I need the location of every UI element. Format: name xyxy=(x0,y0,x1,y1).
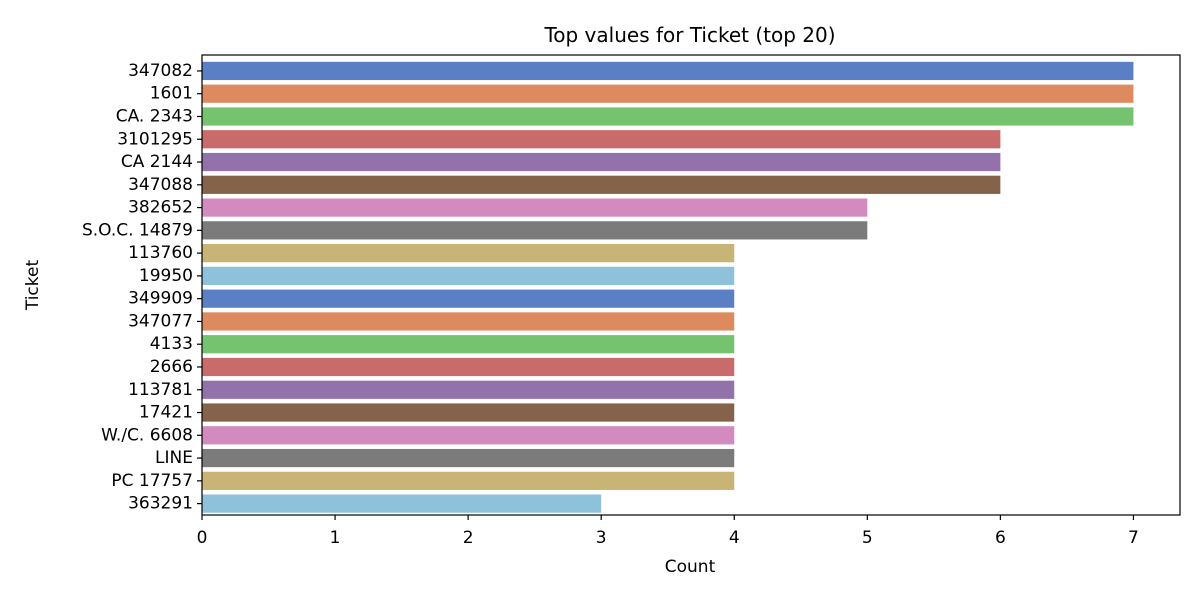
y-tick-label-17: LINE xyxy=(155,448,193,468)
bar-12 xyxy=(202,335,735,354)
bar-6 xyxy=(202,198,868,217)
y-tick-label-13: 2666 xyxy=(150,357,193,377)
x-tick-label-2: 2 xyxy=(463,528,474,548)
bar-17 xyxy=(202,448,735,468)
y-tick-label-10: 349909 xyxy=(128,289,193,309)
y-tick-label-3: 3101295 xyxy=(117,129,193,149)
bar-9 xyxy=(202,266,735,285)
x-tick-label-0: 0 xyxy=(197,528,208,548)
y-tick-label-9: 19950 xyxy=(139,266,193,286)
x-ticks: 0 1 2 3 4 5 6 7 xyxy=(197,515,1139,548)
bar-13 xyxy=(202,357,735,377)
bar-15 xyxy=(202,403,735,422)
bars-group xyxy=(202,61,1134,513)
y-tick-label-2: CA. 2343 xyxy=(116,106,193,126)
bar-8 xyxy=(202,244,735,263)
x-tick-label-4: 4 xyxy=(729,528,740,548)
y-tick-label-14: 113781 xyxy=(128,380,193,400)
bar-7 xyxy=(202,221,868,240)
bar-11 xyxy=(202,312,735,331)
y-tick-label-18: PC 17757 xyxy=(111,471,193,491)
chart-title: Top values for Ticket (top 20) xyxy=(543,23,835,47)
bar-3 xyxy=(202,130,1001,149)
bar-1 xyxy=(202,84,1134,103)
y-tick-label-5: 347088 xyxy=(128,175,193,195)
y-tick-label-8: 113760 xyxy=(128,243,193,263)
x-axis-label: Count xyxy=(665,557,716,577)
bar-14 xyxy=(202,380,735,399)
bar-0 xyxy=(202,61,1134,81)
bar-10 xyxy=(202,289,735,308)
x-tick-label-1: 1 xyxy=(330,528,341,548)
bar-5 xyxy=(202,175,1001,194)
bar-4 xyxy=(202,152,1001,172)
bar-2 xyxy=(202,107,1134,126)
bar-19 xyxy=(202,494,602,513)
x-tick-label-5: 5 xyxy=(862,528,873,548)
plot-frame xyxy=(201,54,1181,516)
y-tick-label-16: W./C. 6608 xyxy=(101,425,193,445)
y-tick-label-11: 347077 xyxy=(128,311,193,331)
y-tick-label-12: 4133 xyxy=(150,334,193,354)
x-tick-label-7: 7 xyxy=(1128,528,1139,548)
y-tick-label-6: 382652 xyxy=(128,198,193,218)
y-tick-label-19: 363291 xyxy=(128,494,193,514)
y-tick-label-0: 347082 xyxy=(128,61,193,81)
bar-18 xyxy=(202,471,735,490)
x-tick-label-6: 6 xyxy=(995,528,1006,548)
y-tick-label-15: 17421 xyxy=(139,403,193,423)
bar-16 xyxy=(202,426,735,445)
y-axis-label: Ticket xyxy=(23,260,43,312)
y-tick-label-7: S.O.C. 14879 xyxy=(82,220,193,240)
y-tick-label-4: CA 2144 xyxy=(121,152,193,172)
y-tick-label-1: 1601 xyxy=(150,84,193,104)
x-tick-label-3: 3 xyxy=(596,528,607,548)
